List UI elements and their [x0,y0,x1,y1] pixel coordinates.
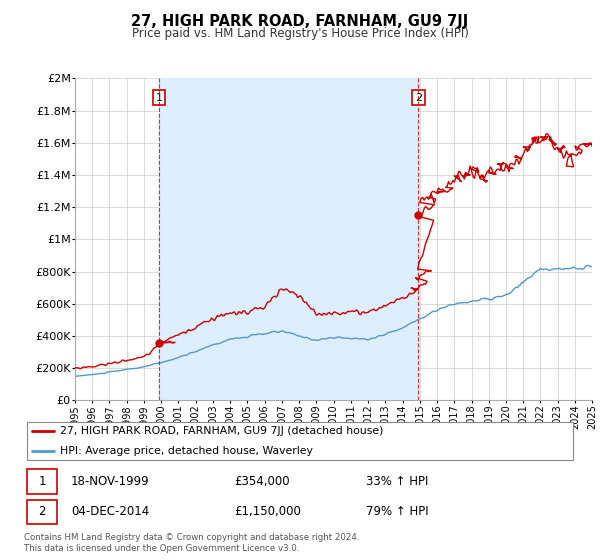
FancyBboxPatch shape [27,469,57,494]
Text: 18-NOV-1999: 18-NOV-1999 [71,475,149,488]
Text: 1: 1 [155,93,163,102]
FancyBboxPatch shape [27,500,57,524]
Text: 27, HIGH PARK ROAD, FARNHAM, GU9 7JJ: 27, HIGH PARK ROAD, FARNHAM, GU9 7JJ [131,14,469,29]
Bar [159,78,418,400]
Text: HPI: Average price, detached house, Waverley: HPI: Average price, detached house, Wave… [60,446,313,456]
FancyBboxPatch shape [27,422,573,460]
Text: 2: 2 [415,93,422,102]
Text: £354,000: £354,000 [234,475,289,488]
Text: Contains HM Land Registry data © Crown copyright and database right 2024.
This d: Contains HM Land Registry data © Crown c… [24,533,359,553]
Text: 2: 2 [38,505,46,519]
Text: Price paid vs. HM Land Registry's House Price Index (HPI): Price paid vs. HM Land Registry's House … [131,27,469,40]
Text: 79% ↑ HPI: 79% ↑ HPI [366,505,429,519]
Text: 33% ↑ HPI: 33% ↑ HPI [366,475,428,488]
Text: 27, HIGH PARK ROAD, FARNHAM, GU9 7JJ (detached house): 27, HIGH PARK ROAD, FARNHAM, GU9 7JJ (de… [60,426,383,436]
Text: 04-DEC-2014: 04-DEC-2014 [71,505,149,519]
Text: 1: 1 [38,475,46,488]
Text: £1,150,000: £1,150,000 [234,505,301,519]
